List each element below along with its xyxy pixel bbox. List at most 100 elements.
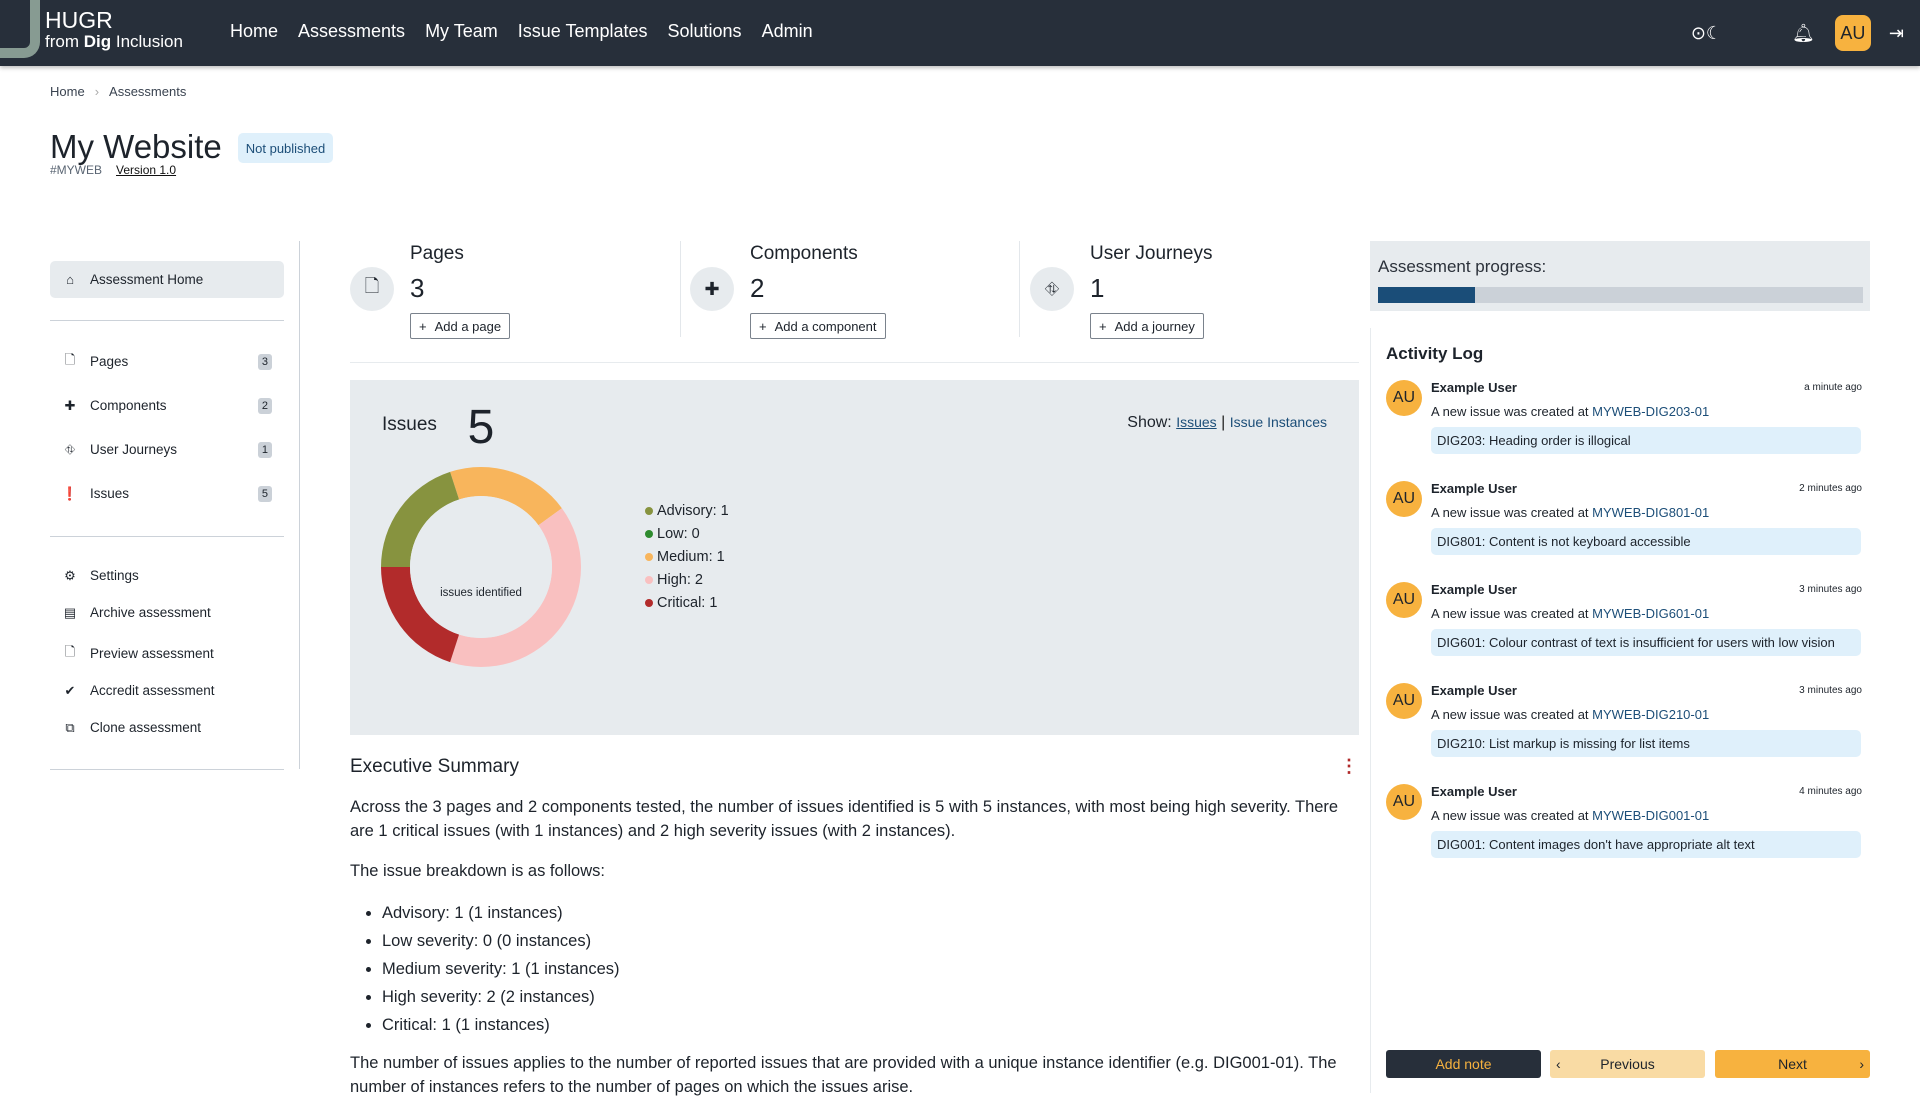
entry-message: A new issue was created at MYWEB-DIG210-… bbox=[1431, 707, 1710, 722]
donut-hole bbox=[410, 496, 552, 638]
stat-value: 2 bbox=[750, 273, 765, 303]
summary-paragraph: Across the 3 pages and 2 components test… bbox=[350, 798, 1339, 840]
add-component-button[interactable]: + Add a component bbox=[750, 313, 886, 339]
divider bbox=[299, 241, 300, 769]
donut-slice-high bbox=[450, 508, 581, 667]
file-icon: 🗋 bbox=[64, 643, 76, 659]
entry-issue: DIG001: Content images don't have approp… bbox=[1431, 831, 1861, 858]
show-issues-link[interactable]: Issues bbox=[1176, 414, 1217, 430]
summary-list-item: Advisory: 1 (1 instances) bbox=[382, 899, 1360, 927]
sidebar-item-clone[interactable]: ⧉ Clone assessment bbox=[50, 709, 284, 746]
add-page-button[interactable]: + Add a page bbox=[410, 313, 511, 339]
legend-dot bbox=[645, 598, 653, 607]
nav-admin[interactable]: Admin bbox=[761, 21, 813, 41]
summary-list-item: Medium severity: 1 (1 instances) bbox=[382, 955, 1360, 983]
version-link[interactable]: Version 1.0 bbox=[116, 163, 177, 177]
breadcrumb-assessments[interactable]: Assessments bbox=[109, 84, 187, 99]
sidebar-item-label: User Journeys bbox=[90, 442, 178, 457]
dark-mode-toggle-icon[interactable]: ⊙☾ bbox=[1690, 22, 1723, 43]
issue-link[interactable]: MYWEB-DIG801-01 bbox=[1592, 505, 1710, 520]
entry-user: Example User bbox=[1431, 380, 1517, 395]
issue-link[interactable]: MYWEB-DIG001-01 bbox=[1592, 808, 1710, 823]
status-badge: Not published bbox=[238, 133, 333, 163]
avatar: AU bbox=[1386, 380, 1422, 416]
nav-solutions[interactable]: Solutions bbox=[667, 21, 742, 41]
show-label: Show: bbox=[1127, 414, 1172, 431]
gear-icon: ⚙ bbox=[64, 567, 76, 583]
previous-button[interactable]: ‹ Previous bbox=[1550, 1050, 1705, 1078]
divider bbox=[50, 320, 284, 321]
legend-item: Advisory: 1 bbox=[645, 499, 729, 522]
sidebar-item-user-journeys[interactable]: ⛗ User Journeys 1 bbox=[50, 431, 284, 468]
page-title: My Website bbox=[50, 128, 222, 165]
stat-value: 1 bbox=[1090, 273, 1105, 303]
sidebar-item-pages[interactable]: 🗋 Pages 3 bbox=[50, 343, 284, 380]
legend-label: Medium: 1 bbox=[657, 548, 725, 565]
progress-bar bbox=[1378, 287, 1863, 303]
next-button[interactable]: Next › bbox=[1715, 1050, 1870, 1078]
brand-tagline: from Dig Inclusion bbox=[45, 32, 183, 51]
activity-entry: AU Example User a minute ago A new issue… bbox=[1386, 380, 1866, 475]
activity-entry: AU Example User 3 minutes ago A new issu… bbox=[1386, 683, 1866, 778]
divider bbox=[50, 769, 284, 770]
entry-issue: DIG210: List markup is missing for list … bbox=[1431, 730, 1861, 757]
legend-dot bbox=[645, 575, 653, 584]
nav-my-team[interactable]: My Team bbox=[425, 21, 498, 41]
assessment-progress: Assessment progress: bbox=[1370, 241, 1870, 311]
entry-user: Example User bbox=[1431, 582, 1517, 597]
button-label: Add a component bbox=[774, 318, 877, 334]
logout-icon[interactable]: ⇥ bbox=[1888, 22, 1904, 43]
hugr-logo-icon[interactable] bbox=[0, 0, 40, 58]
route-icon: ⛗ bbox=[1030, 267, 1074, 311]
nav-home[interactable]: Home bbox=[230, 21, 279, 41]
issue-link[interactable]: MYWEB-DIG203-01 bbox=[1592, 404, 1710, 419]
summary-list-item: Critical: 1 (1 instances) bbox=[382, 1011, 1360, 1039]
sidebar-item-issues[interactable]: ❗ Issues 5 bbox=[50, 475, 284, 512]
summary-list-item: High severity: 2 (2 instances) bbox=[382, 983, 1360, 1011]
puzzle-icon: ✚ bbox=[64, 397, 76, 413]
sidebar-item-archive[interactable]: ▤ Archive assessment bbox=[50, 594, 284, 631]
avatar: AU bbox=[1386, 784, 1422, 820]
file-icon: 🗋 bbox=[350, 267, 394, 311]
nav-assessments[interactable]: Assessments bbox=[298, 21, 406, 41]
legend-label: Critical: 1 bbox=[657, 594, 718, 611]
legend-item: Medium: 1 bbox=[645, 545, 729, 568]
more-options-icon[interactable]: ⋮ bbox=[1340, 756, 1358, 776]
legend-item: Low: 0 bbox=[645, 522, 729, 545]
sidebar-item-assessment-home[interactable]: ⌂ Assessment Home bbox=[50, 261, 284, 298]
progress-fill bbox=[1378, 287, 1475, 303]
bell-icon[interactable]: 🔔︎ bbox=[1792, 22, 1815, 43]
sidebar-item-label: Issues bbox=[90, 486, 130, 501]
sidebar-item-settings[interactable]: ⚙ Settings bbox=[50, 557, 284, 594]
sidebar-item-label: Assessment Home bbox=[90, 272, 204, 287]
add-note-button[interactable]: Add note bbox=[1386, 1050, 1541, 1078]
nav-issue-templates[interactable]: Issue Templates bbox=[517, 21, 648, 41]
activity-log-title: Activity Log bbox=[1386, 344, 1484, 363]
button-label: Add a page bbox=[434, 318, 502, 334]
legend-dot bbox=[645, 529, 653, 538]
sidebar-item-preview[interactable]: 🗋 Preview assessment bbox=[50, 635, 284, 672]
sidebar-item-components[interactable]: ✚ Components 2 bbox=[50, 387, 284, 424]
stat-label: Pages bbox=[410, 243, 464, 264]
home-icon: ⌂ bbox=[66, 272, 74, 287]
divider bbox=[50, 536, 284, 537]
show-instances-link[interactable]: Issue Instances bbox=[1229, 414, 1327, 430]
issue-link[interactable]: MYWEB-DIG210-01 bbox=[1592, 707, 1710, 722]
chevron-right-icon: › bbox=[1859, 1056, 1864, 1072]
brand[interactable]: HUGR from Dig Inclusion bbox=[45, 9, 183, 52]
entry-message: A new issue was created at MYWEB-DIG801-… bbox=[1431, 505, 1710, 520]
user-avatar-button[interactable]: AU bbox=[1834, 15, 1871, 51]
sidebar-item-accredit[interactable]: ✔ Accredit assessment bbox=[50, 672, 284, 709]
legend-label: High: 2 bbox=[657, 571, 703, 588]
sidebar-item-label: Preview assessment bbox=[90, 646, 214, 661]
breadcrumb-home[interactable]: Home bbox=[50, 84, 85, 99]
avatar: AU bbox=[1386, 683, 1422, 719]
issue-link[interactable]: MYWEB-DIG601-01 bbox=[1592, 606, 1710, 621]
add-journey-button[interactable]: + Add a journey bbox=[1090, 313, 1204, 339]
button-label: Next bbox=[1778, 1056, 1807, 1072]
count-badge: 5 bbox=[257, 485, 272, 502]
divider bbox=[1019, 241, 1020, 337]
entry-time: a minute ago bbox=[1804, 382, 1862, 393]
entry-user: Example User bbox=[1431, 683, 1517, 698]
stat-label: User Journeys bbox=[1090, 243, 1213, 264]
